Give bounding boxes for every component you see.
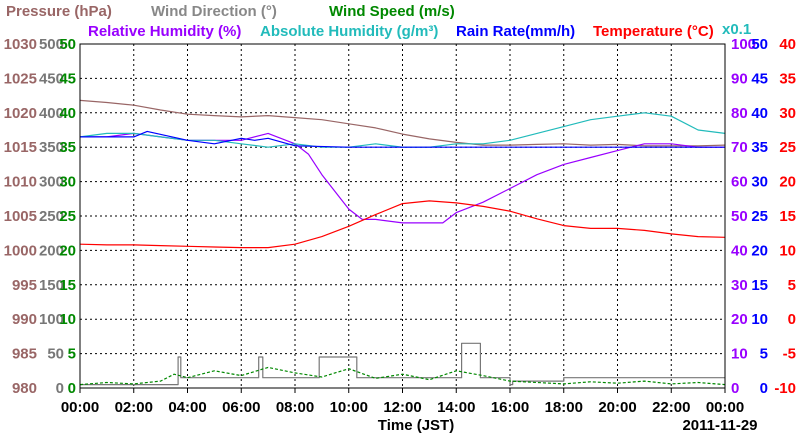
y-tick-wind-direction: 450 (39, 70, 64, 87)
y-tick-pressure: 985 (12, 346, 37, 363)
y-tick-pressure: 1030 (4, 36, 37, 53)
y-tick-temperature: 10 (779, 242, 796, 259)
x-tick-label: 06:00 (222, 399, 260, 416)
y-tick-relative-humidity: 60 (731, 174, 748, 191)
y-tick-relative-humidity: 80 (731, 105, 748, 122)
x-tick-label: 08:00 (276, 399, 314, 416)
y-tick-wind-speed: 40 (59, 105, 76, 122)
y-tick-wind-direction: 300 (39, 174, 64, 191)
y-tick-wind-speed: 35 (59, 139, 76, 156)
title-temperature: Temperature (°C) (593, 23, 714, 40)
y-tick-wind-direction: 0 (56, 380, 64, 397)
y-tick-wind-direction: 100 (39, 311, 64, 328)
y-tick-relative-humidity: 30 (731, 277, 748, 294)
y-tick-relative-humidity: 90 (731, 70, 748, 87)
y-tick-temperature: 35 (779, 70, 796, 87)
y-tick-rain-rate: 25 (751, 208, 768, 225)
y-tick-pressure: 995 (12, 277, 37, 294)
y-tick-relative-humidity: 100 (731, 36, 756, 53)
series-line-1 (80, 342, 725, 386)
date-label: 2011-11-29 (682, 417, 757, 434)
series-line-6 (79, 200, 726, 249)
y-tick-wind-speed: 50 (59, 36, 76, 53)
y-tick-wind-speed: 20 (59, 242, 76, 259)
y-tick-relative-humidity: 70 (731, 139, 748, 156)
x-tick-label: 04:00 (168, 399, 206, 416)
y-tick-rain-rate: 30 (751, 174, 768, 191)
y-tick-wind-direction: 200 (39, 242, 64, 259)
x-tick-label: 10:00 (330, 399, 368, 416)
y-tick-wind-direction: 50 (47, 346, 64, 363)
y-tick-rain-rate: 45 (751, 70, 768, 87)
y-tick-wind-speed: 30 (59, 174, 76, 191)
y-tick-wind-direction: 250 (39, 208, 64, 225)
y-tick-rain-rate: 20 (751, 242, 768, 259)
y-tick-pressure: 990 (12, 311, 37, 328)
series-line-2 (79, 366, 726, 386)
y-tick-pressure: 1005 (4, 208, 37, 225)
x-tick-label: 18:00 (545, 399, 583, 416)
x-tick-label: 02:00 (115, 399, 153, 416)
y-tick-wind-speed: 5 (68, 346, 76, 363)
title-absolute-humidity: Absolute Humidity (g/m³) (260, 23, 438, 40)
y-tick-relative-humidity: 0 (731, 380, 739, 397)
y-tick-rain-rate: 15 (751, 277, 768, 294)
y-tick-temperature: -10 (774, 380, 796, 397)
y-tick-rain-rate: 35 (751, 139, 768, 156)
y-tick-relative-humidity: 10 (731, 346, 748, 363)
y-tick-relative-humidity: 50 (731, 208, 748, 225)
title-rain-rate: Rain Rate(mm/h) (456, 23, 575, 40)
y-tick-pressure: 1000 (4, 242, 37, 259)
y-tick-temperature: 0 (788, 311, 796, 328)
y-tick-temperature: 20 (779, 174, 796, 191)
y-tick-pressure: 1025 (4, 70, 37, 87)
series-line-0 (79, 99, 726, 147)
y-tick-wind-speed: 15 (59, 277, 76, 294)
x-axis-label: Time (JST) (378, 417, 454, 434)
title-wind-direction: Wind Direction (°) (151, 3, 277, 20)
y-tick-temperature: 40 (779, 36, 796, 53)
y-tick-rain-rate: 50 (751, 36, 768, 53)
y-tick-pressure: 1020 (4, 105, 37, 122)
y-tick-wind-direction: 350 (39, 139, 64, 156)
y-tick-wind-direction: 400 (39, 105, 64, 122)
y-tick-wind-speed: 45 (59, 70, 76, 87)
y-tick-temperature: 25 (779, 139, 796, 156)
x-tick-label: 16:00 (491, 399, 529, 416)
y-tick-relative-humidity: 40 (731, 242, 748, 259)
y-tick-wind-speed: 0 (68, 380, 76, 397)
y-tick-temperature: -5 (783, 346, 796, 363)
x-tick-label: 14:00 (437, 399, 475, 416)
series-line-5 (80, 130, 725, 148)
y-tick-pressure: 1015 (4, 139, 37, 156)
y-tick-wind-speed: 10 (59, 311, 76, 328)
y-tick-rain-rate: 0 (760, 380, 768, 397)
title-ah-multiplier: x0.1 (722, 21, 751, 38)
y-tick-pressure: 1010 (4, 174, 37, 191)
y-tick-wind-direction: 150 (39, 277, 64, 294)
title-pressure: Pressure (hPa) (6, 3, 112, 20)
title-relative-humidity: Relative Humidity (%) (88, 23, 241, 40)
x-tick-label: 20:00 (598, 399, 636, 416)
y-tick-temperature: 15 (779, 208, 796, 225)
y-tick-wind-direction: 500 (39, 36, 64, 53)
title-wind-speed: Wind Speed (m/s) (329, 3, 455, 20)
y-tick-rain-rate: 40 (751, 105, 768, 122)
y-tick-rain-rate: 10 (751, 311, 768, 328)
y-tick-rain-rate: 5 (760, 346, 768, 363)
x-tick-label: 22:00 (652, 399, 690, 416)
y-tick-temperature: 5 (788, 277, 796, 294)
y-tick-temperature: 30 (779, 105, 796, 122)
y-tick-relative-humidity: 20 (731, 311, 748, 328)
y-tick-pressure: 980 (12, 380, 37, 397)
x-tick-label: 12:00 (383, 399, 421, 416)
y-tick-wind-speed: 25 (59, 208, 76, 225)
x-tick-label: 00:00 (706, 399, 744, 416)
x-tick-label: 00:00 (61, 399, 99, 416)
